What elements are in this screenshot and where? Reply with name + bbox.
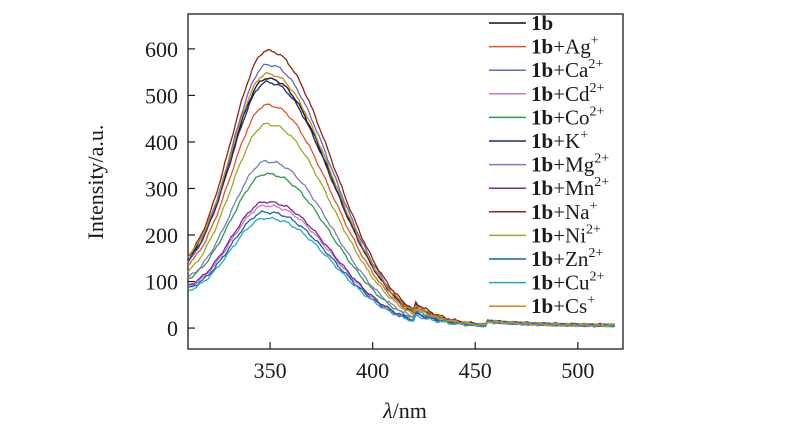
legend-entry-compound: 1b bbox=[531, 176, 553, 200]
legend-entry-2: 1b+Ca2+ bbox=[531, 57, 603, 82]
legend-entry-charge: + bbox=[590, 199, 598, 214]
x-tick-label-450: 450 bbox=[459, 358, 492, 383]
legend-entry-charge: 2+ bbox=[594, 152, 609, 167]
legend-entry-compound: 1b bbox=[531, 35, 553, 59]
legend-entry-5: 1b+K+ bbox=[531, 128, 588, 153]
legend-entry-ion: +Mg bbox=[553, 153, 595, 177]
legend-entry-compound: 1b bbox=[531, 247, 553, 271]
y-tick-label-400: 400 bbox=[145, 130, 178, 155]
series-line-8 bbox=[187, 48, 615, 327]
y-tick-label-200: 200 bbox=[145, 223, 178, 248]
legend-entry-9: 1b+Ni2+ bbox=[531, 222, 601, 247]
legend-entry-1: 1b+Ag+ bbox=[531, 34, 599, 59]
legend-entry-compound: 1b bbox=[531, 11, 553, 35]
legend-entry-10: 1b+Zn2+ bbox=[531, 246, 603, 271]
legend-entry-ion: +Cs bbox=[553, 294, 587, 318]
legend-entry-charge: 2+ bbox=[586, 222, 601, 237]
x-axis-label-symbol: λ bbox=[382, 398, 393, 423]
legend-entry-ion: +Ca bbox=[553, 58, 589, 82]
axis-ticks bbox=[188, 48, 579, 349]
x-tick-label-500: 500 bbox=[561, 358, 594, 383]
plot-frame bbox=[187, 13, 624, 350]
legend-entry-ion: +Cd bbox=[553, 82, 590, 106]
series-lines bbox=[187, 48, 616, 328]
legend-entry-compound: 1b bbox=[531, 200, 553, 224]
legend-entry-compound: 1b bbox=[531, 58, 553, 82]
legend-entry-charge: 2+ bbox=[590, 270, 605, 285]
legend-entry-compound: 1b bbox=[531, 294, 553, 318]
x-tick-label-350: 350 bbox=[254, 358, 287, 383]
legend-entry-0: 1b bbox=[531, 11, 553, 35]
x-axis-label-unit: /nm bbox=[393, 398, 427, 423]
legend-entry-11: 1b+Cu2+ bbox=[531, 270, 605, 295]
legend-entry-ion: +Zn bbox=[553, 247, 589, 271]
legend-entry-charge: + bbox=[591, 34, 599, 49]
legend-entry-compound: 1b bbox=[531, 271, 553, 295]
y-tick-label-500: 500 bbox=[145, 83, 178, 108]
legend-entry-ion: +Co bbox=[553, 105, 589, 129]
legend-entry-charge: 2+ bbox=[590, 104, 605, 119]
legend-entry-6: 1b+Mg2+ bbox=[531, 152, 609, 177]
legend-entry-compound: 1b bbox=[531, 105, 553, 129]
legend-entry-charge: 2+ bbox=[594, 175, 609, 190]
legend-entry-ion: +K bbox=[553, 129, 580, 153]
legend-entry-ion: +Na bbox=[553, 200, 590, 224]
legend-entry-charge: 2+ bbox=[588, 57, 603, 72]
legend-entry-charge: + bbox=[580, 128, 588, 143]
legend-entry-7: 1b+Mn2+ bbox=[531, 175, 609, 200]
tick-labels: 350 400 450 500 0 100 200 300 400 500 600 bbox=[145, 37, 594, 383]
y-axis-label: Intensity/a.u. bbox=[83, 125, 108, 240]
legend: 1b1b+Ag+1b+Ca2+1b+Cd2+1b+Co2+1b+K+1b+Mg2… bbox=[489, 11, 609, 318]
y-tick-label-0: 0 bbox=[167, 316, 178, 341]
legend-entry-ion: +Ag bbox=[553, 35, 591, 59]
x-tick-label-400: 400 bbox=[356, 358, 389, 383]
x-axis-label: λ/nm bbox=[382, 398, 427, 423]
legend-entry-compound: 1b bbox=[531, 153, 553, 177]
y-tick-label-100: 100 bbox=[145, 270, 178, 295]
legend-entry-3: 1b+Cd2+ bbox=[531, 81, 605, 106]
legend-entry-compound: 1b bbox=[531, 82, 553, 106]
legend-entry-8: 1b+Na+ bbox=[531, 199, 598, 224]
legend-entry-ion: +Cu bbox=[553, 271, 590, 295]
legend-entry-charge: + bbox=[587, 293, 595, 308]
legend-entry-ion: +Ni bbox=[553, 223, 586, 247]
series-line-12 bbox=[187, 71, 616, 328]
legend-entry-compound: 1b bbox=[531, 129, 553, 153]
legend-entry-12: 1b+Cs+ bbox=[531, 293, 595, 318]
legend-entry-ion: +Mn bbox=[553, 176, 595, 200]
legend-entry-4: 1b+Co2+ bbox=[531, 104, 605, 129]
legend-entry-compound: 1b bbox=[531, 223, 553, 247]
legend-entry-charge: 2+ bbox=[590, 81, 605, 96]
legend-entry-charge: 2+ bbox=[588, 246, 603, 261]
y-tick-label-300: 300 bbox=[145, 176, 178, 201]
y-tick-label-600: 600 bbox=[145, 37, 178, 62]
